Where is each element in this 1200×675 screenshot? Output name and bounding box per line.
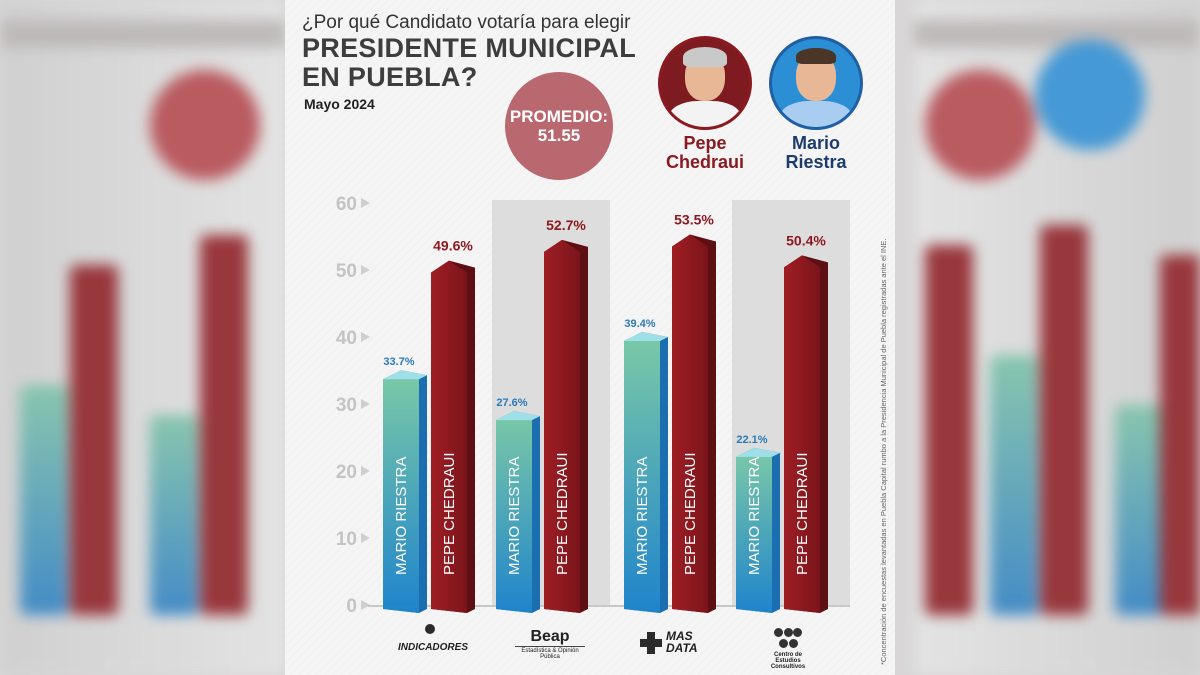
bar-mario-riestra-cap [383, 370, 427, 380]
logo-cec-line-2: Consultivos [770, 664, 806, 670]
cross-icon [640, 632, 662, 654]
y-tick-label: 50 [336, 261, 357, 282]
data-label-mario-riestra: 22.1% [736, 434, 767, 446]
bar-series-label: PEPE CHEDRAUI [682, 452, 699, 575]
average-badge: PROMEDIO: 51.55 [505, 72, 613, 180]
source-footnote: *Concentración de encuestas levantadas e… [879, 238, 888, 665]
blurred-background-right [915, 0, 1200, 675]
data-label-mario-riestra: 39.4% [624, 318, 655, 330]
logo-beap: Beap Estadística & Opinión Pública [515, 628, 585, 660]
bar-mario-riestra [624, 332, 660, 613]
survey-date: Mayo 2024 [304, 96, 375, 112]
avatar-mario-riestra [769, 36, 863, 130]
data-label-pepe-chedraui: 50.4% [786, 232, 826, 248]
bar-mario-riestra [736, 447, 772, 613]
bar-mario-riestra [496, 411, 532, 613]
dots-icon [774, 628, 802, 650]
bar-series-label: PEPE CHEDRAUI [554, 452, 571, 575]
logo-centro-estudios-consultivos: Centro de Estudios Consultivos [763, 628, 813, 670]
y-tick-arrow [361, 600, 370, 610]
y-tick-label: 30 [336, 395, 357, 416]
logo-cec-line-1: Centro de Estudios [773, 652, 802, 664]
y-tick-arrow [361, 399, 370, 409]
y-tick-label: 10 [336, 529, 357, 550]
poll-infographic: ¿Por qué Candidato votaría para elegir P… [285, 0, 895, 675]
data-label-pepe-chedraui: 52.7% [546, 217, 586, 233]
y-tick-arrow [361, 533, 370, 543]
bar-pepe-chedraui [784, 255, 820, 613]
bar-series-label: MARIO RIESTRA [393, 457, 410, 575]
y-tick-label: 20 [336, 462, 357, 483]
bar-series-label: MARIO RIESTRA [634, 457, 651, 575]
bar-mario-riestra [383, 370, 419, 613]
logo-indicadores-text: INDICADORES [397, 642, 468, 653]
bar-pepe-chedraui [431, 260, 467, 613]
data-label-pepe-chedraui: 49.6% [433, 238, 473, 254]
candidate-first-name: Pepe [683, 133, 727, 153]
bar-mario-riestra-cap [496, 411, 540, 421]
logo-mas-line-2: DATA [666, 641, 698, 655]
question-text: ¿Por qué Candidato votaría para elegir [302, 12, 631, 33]
avatar-pepe-chedraui [658, 36, 752, 130]
average-value: 51.55 [537, 126, 581, 145]
headline: PRESIDENTE MUNICIPAL EN PUEBLA? [302, 34, 636, 92]
candidate-last-name: Riestra [785, 152, 847, 172]
bar-series-label: MARIO RIESTRA [506, 457, 523, 575]
y-tick-arrow [361, 265, 370, 275]
bar-series-label: PEPE CHEDRAUI [794, 452, 811, 575]
y-tick-arrow [361, 466, 370, 476]
bar-pepe-chedraui [544, 239, 580, 613]
y-tick-arrow [361, 332, 370, 342]
y-tick-label: 60 [336, 194, 357, 215]
bar-pepe-chedraui [672, 234, 708, 614]
average-label: PROMEDIO: [509, 107, 609, 126]
candidate-mario-riestra: Mario Riestra [768, 36, 864, 172]
logo-beap-text: Beap [530, 628, 570, 645]
data-label-mario-riestra: 27.6% [496, 397, 527, 409]
blurred-background-left [0, 0, 285, 675]
candidate-pepe-chedraui: Pepe Chedraui [657, 36, 753, 172]
candidate-last-name: Chedraui [665, 152, 744, 172]
logo-mas-line-1: MAS [666, 629, 693, 643]
y-tick-label: 40 [336, 328, 357, 349]
y-tick-label: 0 [346, 596, 357, 617]
poll-bar-chart: 0 10 20 30 40 50 60 33.7% MARIO RIESTRA 49.6% PEP… [336, 194, 850, 617]
data-label-pepe-chedraui: 53.5% [674, 212, 714, 228]
bar-series-label: PEPE CHEDRAUI [441, 452, 458, 575]
logo-indicadores: INDICADORES [393, 624, 473, 653]
data-label-mario-riestra: 33.7% [383, 356, 414, 368]
headline-line-2: EN PUEBLA? [302, 62, 478, 92]
y-tick-arrow [361, 198, 370, 208]
bar-series-label: MARIO RIESTRA [746, 457, 763, 575]
bar-mario-riestra-cap [624, 332, 668, 342]
logo-beap-subtext: Estadística & Opinión Pública [515, 646, 585, 660]
candidate-first-name: Mario [791, 133, 840, 153]
headline-line-1: PRESIDENTE MUNICIPAL [302, 33, 637, 63]
bar-mario-riestra-cap [736, 447, 780, 457]
